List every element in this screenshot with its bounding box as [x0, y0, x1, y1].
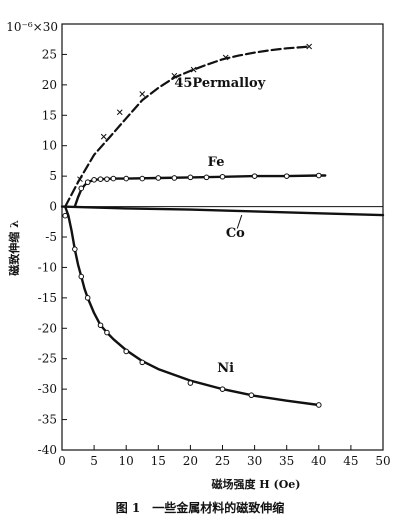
ni-point [316, 402, 322, 408]
ni-point [219, 386, 226, 392]
y-tick-label: 20 [42, 78, 57, 92]
fe-point [91, 176, 97, 183]
fe-point [139, 175, 146, 182]
45permalloy-label: 45Permalloy [174, 76, 265, 91]
fe-point [78, 185, 85, 192]
x-tick-label: 45 [343, 454, 358, 468]
x-tick-label: 0 [58, 454, 66, 468]
45permalloy-curve [64, 45, 311, 208]
ni-point [104, 329, 110, 336]
y-tick-label: -20 [38, 321, 57, 335]
45permalloy-point [139, 91, 146, 97]
x-marker-stroke [116, 109, 123, 116]
fe-point [97, 176, 104, 182]
fe-point [104, 176, 110, 182]
x-tick-label: 40 [311, 454, 326, 468]
x-marker-stroke [306, 43, 313, 50]
y-tick-label: 10 [42, 139, 57, 153]
45permalloy-point [100, 133, 107, 140]
y-tick-label: -15 [38, 291, 57, 305]
x-tick-label: 20 [183, 454, 198, 468]
x-marker-stroke [77, 176, 83, 183]
fe-point [283, 173, 290, 179]
x-tick-label: 25 [215, 454, 230, 468]
ni-point [62, 212, 69, 219]
y-tick-label: -40 [38, 443, 57, 457]
x-marker-stroke [190, 66, 197, 73]
45permalloy-point [306, 43, 313, 50]
ni-point [78, 273, 85, 280]
x-tick-label: 30 [247, 454, 262, 468]
45permalloy-point [77, 176, 83, 183]
y-tick-label: -35 [38, 413, 57, 427]
ni-curve [64, 205, 320, 407]
ni-point [123, 348, 129, 355]
fe-point [84, 179, 91, 186]
fe-point [203, 174, 210, 181]
y-tick-label: 25 [42, 47, 57, 61]
45permalloy-point [116, 109, 123, 116]
y-tick-label: -5 [45, 230, 57, 244]
y-tick-label: -30 [38, 382, 57, 396]
y-tick-label: 0 [49, 200, 57, 214]
fe-point [110, 175, 117, 182]
fe-point [123, 175, 129, 182]
y-tick-label: -25 [38, 352, 57, 366]
series-labels-layer: 45Permalloy Fe Co Ni [174, 76, 265, 376]
y-scale-label: 10⁻⁶×30 [6, 20, 58, 34]
ni-point [97, 322, 104, 329]
x-tick-label: 10 [119, 454, 134, 468]
figure-caption: 图 1 一些金属材料的磁致伸缩 [116, 500, 285, 515]
x-axis-title: 磁场强度 H (Oe) [211, 477, 300, 491]
45permalloy-point [171, 72, 178, 79]
ni-label: Ni [217, 361, 234, 376]
fe-point [155, 175, 162, 181]
series-layer [60, 43, 385, 408]
x-tick-label: 15 [151, 454, 166, 468]
45permalloy-point [222, 54, 229, 61]
ni-point [72, 246, 78, 252]
fe-point [171, 175, 178, 181]
fe-point [316, 172, 322, 179]
y-tick-label: -10 [38, 260, 57, 274]
y-tick-label: 5 [49, 169, 57, 183]
ni-point [139, 359, 146, 366]
fe-point [251, 173, 258, 179]
co-leader-line [236, 214, 243, 229]
fe-point [219, 173, 226, 180]
co-label: Co [226, 226, 245, 241]
y-axis-title: 磁致伸缩 λ [7, 220, 21, 276]
fe-point [187, 174, 194, 181]
x-marker-stroke [171, 72, 178, 79]
fe-label: Fe [208, 155, 225, 170]
x-tick-label: 50 [375, 454, 390, 468]
ni-point [84, 295, 91, 301]
45permalloy-point [190, 66, 197, 73]
x-marker-stroke [139, 91, 146, 97]
ticks-layer: 0 5 10 15 20 25 30 35 40 45 50-40-35-30-25-20-15-1… [38, 47, 391, 468]
x-tick-label: 5 [90, 454, 98, 468]
y-tick-label: 15 [42, 108, 57, 122]
x-marker-stroke [100, 133, 107, 140]
x-marker-stroke [222, 54, 229, 61]
ni-point [187, 380, 194, 386]
co-curve [60, 205, 385, 217]
ni-point [248, 392, 255, 399]
x-tick-label: 35 [279, 454, 294, 468]
